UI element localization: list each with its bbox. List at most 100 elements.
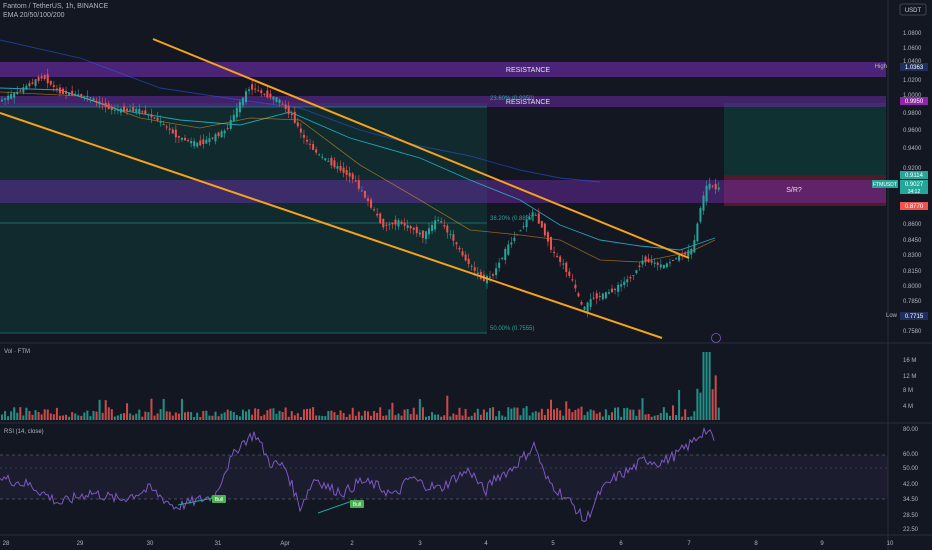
candle-body	[455, 242, 458, 245]
price-tick: 0.9600	[903, 128, 922, 134]
resistance-1-label: RESISTANCE	[506, 67, 551, 74]
volume-bar	[275, 413, 278, 420]
fib-23-label: 23.60% (0.9950)	[490, 96, 534, 102]
candle-body	[345, 169, 348, 175]
candle-body	[113, 109, 116, 111]
event-marker-icon[interactable]	[711, 333, 721, 343]
low-value: 0.7715	[905, 314, 924, 320]
candle-body	[647, 258, 650, 263]
candle-body	[461, 251, 464, 256]
candle-body	[522, 226, 525, 228]
volume-bar	[351, 407, 354, 420]
time-tick: 28	[3, 541, 10, 547]
rsi-tick: 50.00	[903, 466, 919, 472]
candle-body	[415, 227, 418, 234]
candle-body	[290, 113, 293, 115]
candle-body	[489, 276, 491, 278]
candle-body	[550, 237, 552, 250]
volume-bar	[489, 408, 491, 420]
resist-value: 0.9950	[905, 99, 924, 105]
volume-bar	[568, 408, 571, 420]
volume-bar	[675, 414, 678, 420]
volume-bar	[464, 408, 467, 420]
volume-bar	[589, 409, 592, 420]
time-tick: 10	[887, 541, 894, 547]
volume-bar	[321, 415, 324, 420]
candle-body	[336, 166, 339, 169]
rsi-tick: 28.50	[903, 513, 919, 519]
candle-body	[339, 165, 342, 171]
candle-body	[205, 139, 208, 144]
candle-body	[708, 183, 711, 189]
candle-body	[187, 140, 190, 142]
candle-body	[226, 127, 229, 129]
candle-body	[583, 306, 586, 310]
volume-bar	[71, 412, 74, 420]
candle-body	[424, 231, 427, 240]
volume-bar	[598, 412, 601, 420]
volume-bar	[522, 408, 525, 420]
volume-bar	[428, 416, 430, 420]
bull-divergence-line-2	[317, 499, 356, 514]
volume-bar	[330, 410, 333, 420]
volume-bar	[13, 407, 16, 420]
volume-bar	[382, 415, 385, 420]
candle-body	[126, 108, 129, 111]
candle-body	[354, 180, 357, 182]
candle-body	[397, 220, 400, 227]
low-value-tag	[900, 312, 928, 320]
candle-body	[495, 268, 498, 276]
candle-body	[485, 275, 488, 284]
currency-button[interactable]	[899, 3, 927, 16]
candle-body	[592, 297, 595, 299]
volume-tick: 16 M	[903, 358, 916, 364]
volume-bar	[31, 414, 34, 420]
price-tick: 0.8600	[903, 222, 922, 228]
support-value: 0.8770	[905, 204, 924, 210]
candle-body	[238, 101, 241, 113]
candle-body	[199, 140, 202, 146]
volume-bar	[415, 414, 418, 420]
volume-bar	[37, 412, 40, 420]
volume-bar	[177, 413, 180, 420]
volume-bar	[495, 416, 498, 420]
volume-bar	[525, 406, 528, 420]
price-tick: 1.0400	[903, 59, 922, 65]
volume-bar	[620, 416, 623, 420]
candle-body	[202, 139, 205, 145]
candle-body	[531, 212, 534, 217]
volume-bar	[238, 416, 241, 420]
volume-bar	[28, 410, 31, 420]
candle-body	[546, 232, 549, 242]
candle-body	[68, 92, 71, 96]
candle-body	[504, 249, 507, 261]
candle-body	[132, 106, 135, 112]
volume-bar	[501, 415, 504, 420]
candle-body	[159, 121, 162, 123]
candle-body	[223, 130, 226, 134]
candle-body	[138, 108, 141, 114]
candle-body	[281, 103, 284, 105]
volume-bar	[376, 412, 379, 420]
candle-body	[28, 83, 31, 87]
candle-body	[501, 257, 504, 259]
volume-bar	[55, 407, 58, 420]
bull-label-2: Bull	[353, 502, 361, 508]
symbol-title: Fantom / TetherUS, 1h, BINANCE	[3, 3, 109, 10]
time-tick: 5	[551, 541, 555, 547]
candle-body	[19, 90, 22, 92]
volume-bar	[391, 402, 394, 420]
candle-body	[110, 106, 113, 110]
candle-body	[13, 92, 16, 98]
volume-bar	[360, 415, 363, 420]
candle-body	[321, 156, 324, 158]
volume-bar	[113, 416, 116, 420]
volume-bar	[550, 399, 552, 420]
candle-body	[1, 99, 3, 102]
candle-body	[717, 187, 720, 190]
candle-body	[672, 259, 674, 261]
candle-body	[177, 136, 180, 138]
volume-bar	[348, 414, 351, 420]
volume-bar	[241, 409, 244, 420]
